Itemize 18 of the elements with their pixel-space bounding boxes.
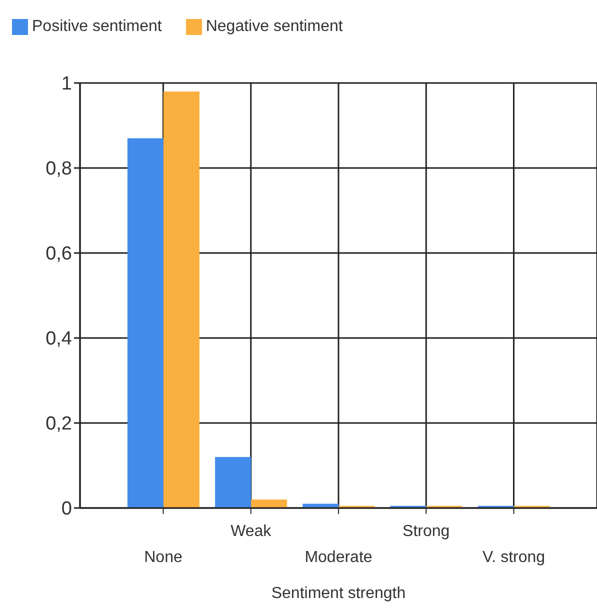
y-tick-label: 0,4 [46,328,72,350]
x-tick-label: Strong [402,523,450,540]
legend-label: Positive sentiment [32,18,162,35]
legend-label: Negative sentiment [206,18,343,35]
x-tick-label: None [144,549,182,566]
y-tick-label: 0,8 [46,158,72,180]
x-tick-label: V. strong [482,549,546,566]
bar [251,500,288,508]
y-tick-label: 0,2 [46,414,72,435]
bar [127,138,164,508]
bar [215,457,252,508]
x-tick-label: Weak [230,523,272,540]
bar [163,92,200,508]
y-tick-label: 0,6 [46,244,72,265]
x-tick-label: Moderate [304,549,372,566]
y-tick-label: 1 [61,74,72,95]
y-tick-label: 0 [61,498,72,520]
x-axis-title: Sentiment strength [271,585,406,602]
